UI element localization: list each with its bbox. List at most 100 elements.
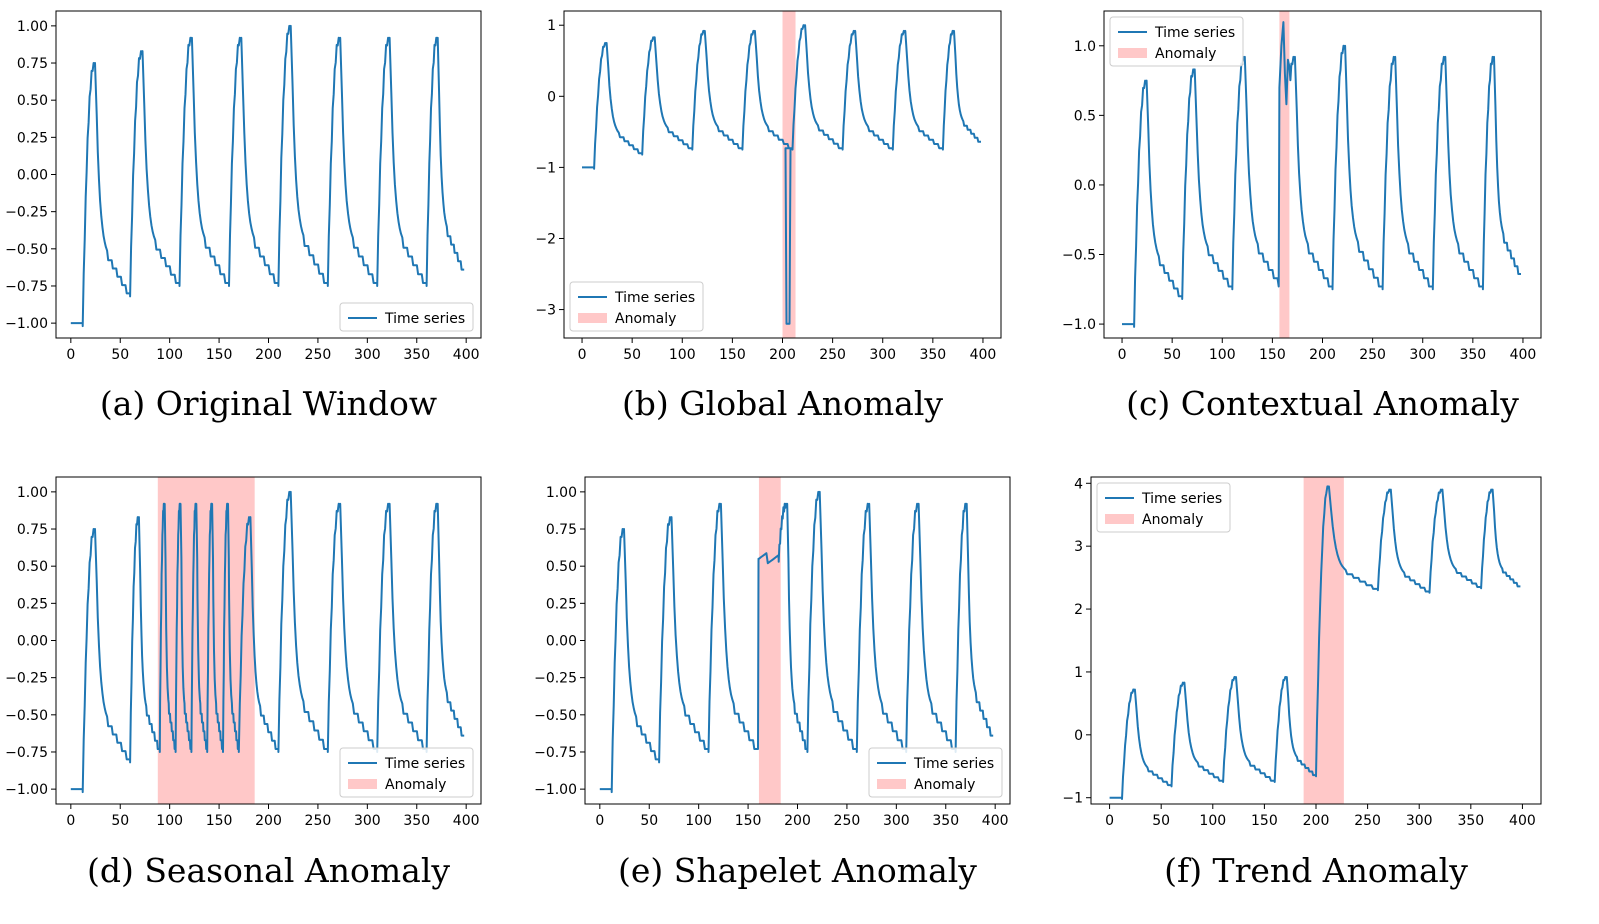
- panel-caption: (f) Trend Anomaly: [1164, 851, 1468, 890]
- y-tick-label: 0.75: [17, 56, 48, 72]
- series-line: [70, 24, 465, 328]
- x-tick-label: 400: [1509, 813, 1536, 829]
- y-tick-label: 0.25: [546, 596, 577, 612]
- chart-panel-d: 0 50 100 150 200 250 300 350 400 −1.00 −0.75 −0.50 −…: [5, 476, 482, 890]
- x-tick-label: 150: [206, 813, 233, 829]
- series-line: [70, 490, 465, 794]
- panel-caption: (a) Original Window: [100, 384, 437, 423]
- x-tick-label: 200: [255, 347, 282, 363]
- y-tick-label: 0.25: [17, 130, 48, 146]
- y-tick-label: 1.00: [17, 485, 48, 501]
- y-tick-label: 0.0: [1074, 178, 1096, 194]
- y-tick-label: −1.00: [534, 782, 577, 798]
- x-tick-label: 400: [970, 347, 997, 363]
- y-tick-label: 1.00: [17, 19, 48, 35]
- x-tick-label: 250: [834, 813, 861, 829]
- legend-anomaly-swatch: [348, 779, 377, 789]
- y-tick-label: −2: [535, 231, 556, 247]
- y-tick-label: −0.75: [534, 745, 577, 761]
- x-tick-label: 400: [453, 347, 480, 363]
- x-tick-label: 300: [354, 347, 381, 363]
- series-line: [1122, 21, 1522, 328]
- x-tick-label: 150: [719, 347, 746, 363]
- chart-panel-a: 0 50 100 150 200 250 300 350 400 −1.00 −0.75 −0.50 −…: [5, 10, 482, 423]
- legend: Time series: [339, 302, 474, 332]
- x-tick-label: 50: [1163, 347, 1181, 363]
- y-tick-label: 0: [1074, 728, 1083, 744]
- x-tick-label: 0: [595, 813, 604, 829]
- x-tick-label: 200: [769, 347, 796, 363]
- y-tick-label: 0.50: [17, 93, 48, 109]
- y-tick-label: 3: [1074, 539, 1083, 555]
- series-line: [582, 24, 982, 325]
- y-tick-label: −1: [1062, 791, 1083, 807]
- x-tick-label: 0: [66, 347, 75, 363]
- y-tick-label: −0.50: [5, 708, 48, 724]
- y-tick-label: 0.00: [546, 634, 577, 650]
- x-tick-label: 0: [578, 347, 587, 363]
- x-tick-label: 350: [919, 347, 946, 363]
- x-tick-label: 250: [305, 813, 332, 829]
- legend-label: Time series: [384, 311, 465, 327]
- y-tick-label: −0.25: [5, 671, 48, 687]
- y-tick-label: 2: [1074, 602, 1083, 618]
- y-tick-label: 0.25: [17, 596, 48, 612]
- chart-panel-c: 0 50 100 150 200 250 300 350 400 −1.0 −0.5 0.0 0.5 1.…: [1062, 10, 1542, 423]
- y-tick-label: 0.00: [17, 634, 48, 650]
- legend-anomaly-swatch: [1118, 48, 1147, 58]
- y-tick-label: 0.00: [17, 168, 48, 184]
- x-tick-label: 100: [1209, 347, 1236, 363]
- x-tick-label: 150: [1259, 347, 1286, 363]
- x-tick-label: 200: [255, 813, 282, 829]
- chart-panel-b: 0 50 100 150 200 250 300 350 400 −3 −2 −1 0 1 Time ser…: [535, 10, 1002, 423]
- y-tick-label: −1.00: [5, 782, 48, 798]
- legend: Time series Anomaly: [868, 747, 1003, 798]
- y-tick-label: −0.25: [5, 205, 48, 221]
- x-tick-label: 0: [1105, 813, 1114, 829]
- y-tick-label: −0.50: [5, 242, 48, 258]
- y-tick-label: −0.50: [534, 708, 577, 724]
- x-tick-label: 350: [1459, 347, 1486, 363]
- y-tick-label: 0: [547, 89, 556, 105]
- legend-label: Time series: [614, 290, 695, 306]
- legend-label: Time series: [1141, 491, 1222, 507]
- legend-label: Time series: [913, 756, 994, 772]
- legend: Time series Anomaly: [339, 747, 474, 798]
- x-tick-label: 50: [111, 813, 129, 829]
- y-tick-label: −0.25: [534, 671, 577, 687]
- x-tick-label: 250: [1354, 813, 1381, 829]
- chart-panel-f: 0 50 100 150 200 250 300 350 400 −1 0 1 2 3 4 Time seri…: [1062, 476, 1542, 890]
- legend: Time series Anomaly: [569, 281, 704, 332]
- legend-label: Time series: [1154, 25, 1235, 41]
- x-tick-label: 150: [206, 347, 233, 363]
- x-tick-label: 400: [453, 813, 480, 829]
- x-tick-label: 0: [66, 813, 75, 829]
- x-tick-label: 150: [1251, 813, 1278, 829]
- y-tick-label: −1: [535, 160, 556, 176]
- y-tick-label: 1.0: [1074, 39, 1096, 55]
- y-tick-label: −3: [535, 303, 556, 319]
- panel-caption: (b) Global Anomaly: [622, 384, 943, 423]
- y-tick-label: 0.5: [1074, 108, 1096, 124]
- x-tick-label: 100: [669, 347, 696, 363]
- y-tick-label: 0.50: [17, 559, 48, 575]
- x-tick-label: 50: [1152, 813, 1170, 829]
- legend: Time series Anomaly: [1109, 16, 1244, 67]
- legend-label: Anomaly: [914, 777, 975, 793]
- x-tick-label: 400: [982, 813, 1009, 829]
- anomaly-span: [1279, 11, 1290, 338]
- x-tick-label: 300: [1409, 347, 1436, 363]
- x-tick-label: 50: [111, 347, 129, 363]
- legend-anomaly-swatch: [877, 779, 906, 789]
- y-tick-label: 0.75: [17, 522, 48, 538]
- x-tick-label: 350: [1457, 813, 1484, 829]
- y-tick-label: 0.50: [546, 559, 577, 575]
- legend-label: Anomaly: [385, 777, 446, 793]
- x-tick-label: 300: [354, 813, 381, 829]
- y-tick-label: −0.75: [5, 279, 48, 295]
- y-tick-label: −1.00: [5, 316, 48, 332]
- x-tick-label: 50: [640, 813, 658, 829]
- x-tick-label: 100: [156, 347, 183, 363]
- y-tick-label: −0.5: [1062, 248, 1096, 264]
- x-tick-label: 300: [1406, 813, 1433, 829]
